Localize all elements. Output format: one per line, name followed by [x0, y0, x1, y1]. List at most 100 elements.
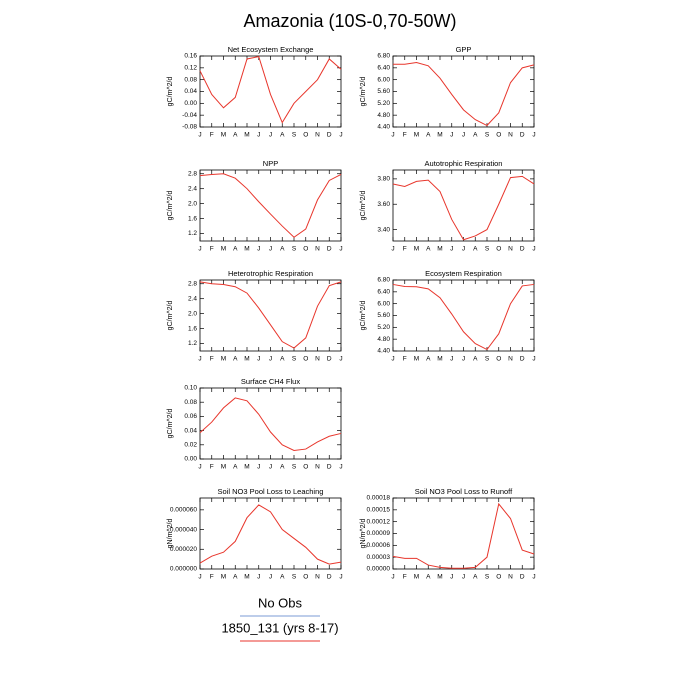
x-tick-label: J	[450, 356, 453, 363]
y-tick-label: 0.000040	[170, 526, 197, 533]
y-tick-label: 3.60	[377, 201, 390, 208]
plot-frame	[392, 169, 535, 242]
panel-title: Autotrophic Respiration	[425, 159, 503, 168]
data-line	[199, 397, 342, 451]
data-line	[392, 175, 535, 241]
plot-frame	[199, 279, 342, 352]
data-line	[199, 504, 342, 565]
y-tick-label: 4.40	[377, 348, 390, 355]
x-tick-label: O	[496, 132, 501, 139]
y-axis-label: gC/m^2/d	[360, 77, 367, 107]
x-tick-label: F	[210, 464, 214, 471]
plot-frame	[199, 55, 342, 128]
data-line	[199, 56, 342, 124]
y-tick-label: -0.08	[182, 124, 197, 131]
x-tick-label: S	[292, 356, 297, 363]
x-tick-label: S	[485, 246, 490, 253]
y-tick-label: 2.4	[188, 295, 197, 302]
x-tick-label: J	[257, 246, 260, 253]
x-tick-label: O	[496, 246, 501, 253]
x-tick-label: M	[221, 132, 226, 139]
x-tick-label: J	[269, 246, 272, 253]
y-tick-label: 2.4	[188, 185, 197, 192]
y-tick-label: 1.6	[188, 215, 197, 222]
y-tick-label: 1.2	[188, 230, 197, 237]
x-tick-label: M	[437, 356, 442, 363]
y-tick-label: 0.08	[184, 76, 197, 83]
y-tick-label: 4.80	[377, 112, 390, 119]
x-tick-label: D	[327, 574, 332, 581]
y-tick-label: 6.40	[377, 65, 390, 72]
x-tick-label: J	[339, 246, 342, 253]
figure-title: Amazonia (10S-0,70-50W)	[243, 11, 456, 31]
y-axis-label: gC/m^2/d	[360, 191, 367, 221]
x-tick-label: A	[473, 574, 478, 581]
x-tick-label: M	[244, 246, 249, 253]
x-tick-label: D	[327, 246, 332, 253]
x-tick-label: F	[210, 356, 214, 363]
x-tick-label: M	[437, 574, 442, 581]
x-tick-label: M	[437, 246, 442, 253]
y-axis-label: gC/m^2/d	[167, 301, 174, 331]
y-tick-label: 0.04	[184, 88, 197, 95]
x-tick-label: M	[414, 356, 419, 363]
data-line	[392, 502, 535, 569]
x-tick-label: J	[462, 356, 465, 363]
y-tick-label: 6.80	[377, 53, 390, 60]
y-tick-label: 0.02	[184, 442, 197, 449]
x-tick-label: J	[257, 132, 260, 139]
x-tick-label: M	[221, 464, 226, 471]
y-axis-label: gN/m^2/d	[167, 519, 174, 549]
y-tick-label: 0.00	[184, 456, 197, 463]
x-tick-label: S	[292, 574, 297, 581]
x-tick-label: J	[269, 356, 272, 363]
x-tick-label: J	[339, 574, 342, 581]
data-line	[199, 281, 342, 349]
y-tick-label: 0.00000	[367, 566, 391, 573]
x-tick-label: J	[269, 574, 272, 581]
x-tick-label: A	[473, 356, 478, 363]
y-tick-label: 0.10	[184, 385, 197, 392]
y-tick-label: 0.000000	[170, 566, 197, 573]
y-axis-label: gC/m^2/d	[167, 409, 174, 439]
y-tick-label: 5.20	[377, 324, 390, 331]
y-tick-label: 0.00015	[367, 507, 391, 514]
x-tick-label: A	[280, 464, 285, 471]
y-tick-label: 5.60	[377, 88, 390, 95]
x-tick-label: D	[520, 132, 525, 139]
x-tick-label: J	[532, 246, 535, 253]
y-tick-label: 6.80	[377, 277, 390, 284]
x-tick-label: S	[292, 246, 297, 253]
x-tick-label: J	[198, 574, 201, 581]
x-tick-label: J	[450, 132, 453, 139]
x-tick-label: D	[520, 246, 525, 253]
plot-frame	[199, 169, 342, 242]
x-tick-label: D	[520, 356, 525, 363]
x-tick-label: J	[198, 246, 201, 253]
x-tick-label: A	[426, 246, 431, 253]
x-tick-label: N	[315, 132, 320, 139]
y-axis-label: gC/m^2/d	[167, 191, 174, 221]
x-tick-label: F	[403, 132, 407, 139]
x-tick-label: A	[473, 246, 478, 253]
x-tick-label: A	[233, 132, 238, 139]
y-tick-label: 6.00	[377, 300, 390, 307]
x-tick-label: O	[303, 246, 308, 253]
y-tick-label: 0.000060	[170, 507, 197, 514]
x-tick-label: A	[233, 246, 238, 253]
x-tick-label: J	[391, 574, 394, 581]
x-tick-label: M	[244, 464, 249, 471]
x-tick-label: J	[257, 574, 260, 581]
x-tick-label: F	[403, 574, 407, 581]
data-line	[393, 61, 535, 127]
x-tick-label: S	[292, 132, 297, 139]
x-tick-label: D	[327, 464, 332, 471]
x-tick-label: N	[508, 246, 513, 253]
x-tick-label: J	[462, 246, 465, 253]
x-tick-label: A	[426, 356, 431, 363]
x-tick-label: J	[462, 574, 465, 581]
x-tick-label: A	[233, 464, 238, 471]
x-tick-label: M	[244, 574, 249, 581]
x-tick-label: O	[303, 356, 308, 363]
x-tick-label: J	[532, 356, 535, 363]
